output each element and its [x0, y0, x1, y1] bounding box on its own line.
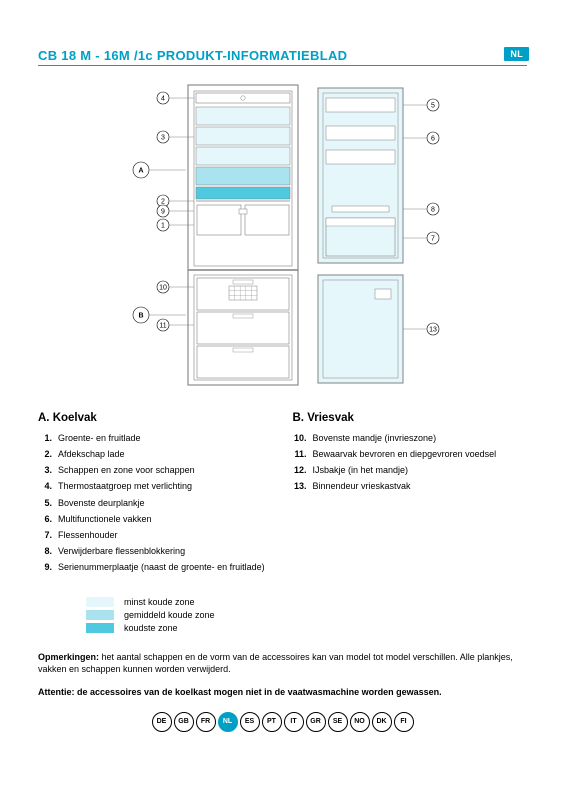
lang-circle-es[interactable]: ES: [240, 712, 260, 732]
svg-text:2: 2: [161, 199, 165, 206]
section-a: A. Koelvak 1.Groente- en fruitlade2.Afde…: [38, 412, 273, 577]
section-a-item-number: 4.: [38, 480, 58, 492]
lang-circle-fi[interactable]: FI: [394, 712, 414, 732]
lang-circle-dk[interactable]: DK: [372, 712, 392, 732]
legend-swatch: [86, 610, 114, 620]
lang-circle-no[interactable]: NO: [350, 712, 370, 732]
section-a-item-text: Flessenhouder: [58, 529, 273, 541]
section-a-item-number: 1.: [38, 432, 58, 444]
lang-circle-de[interactable]: DE: [152, 712, 172, 732]
section-a-item-number: 8.: [38, 545, 58, 557]
remarks-bold-1: Opmerkingen:: [38, 652, 99, 662]
legend-label: koudste zone: [124, 623, 178, 633]
lang-circle-fr[interactable]: FR: [196, 712, 216, 732]
section-a-item-text: Verwijderbare flessenblokkering: [58, 545, 273, 557]
svg-text:B: B: [138, 313, 143, 320]
section-a-item-text: Serienummerplaatje (naast de groente- en…: [58, 561, 273, 573]
legend-row: minst koude zone: [86, 597, 527, 607]
section-a-item: 6.Multifunctionele vakken: [38, 513, 273, 525]
lang-circle-se[interactable]: SE: [328, 712, 348, 732]
attention-block: Attentie: de accessoires van de koelkast…: [38, 686, 527, 698]
legend-swatch: [86, 623, 114, 633]
svg-text:A: A: [138, 168, 143, 175]
section-a-item: 1.Groente- en fruitlade: [38, 432, 273, 444]
section-b-item-text: Bovenste mandje (invrieszone): [313, 432, 528, 444]
lang-circle-gb[interactable]: GB: [174, 712, 194, 732]
svg-text:3: 3: [161, 135, 165, 142]
section-b-item-number: 13.: [293, 480, 313, 492]
section-b-item-number: 10.: [293, 432, 313, 444]
remarks-text-1: het aantal schappen en de vorm van de ac…: [38, 652, 513, 674]
legend-row: gemiddeld koude zone: [86, 610, 527, 620]
lang-circle-nl[interactable]: NL: [218, 712, 238, 732]
remarks-block: Opmerkingen: het aantal schappen en de v…: [38, 651, 527, 675]
section-b-item: 13.Binnendeur vrieskastvak: [293, 480, 528, 492]
section-a-item-number: 2.: [38, 448, 58, 460]
header-title: CB 18 M - 16M /1c PRODUKT-INFORMATIEBLAD: [38, 48, 347, 63]
definition-columns: A. Koelvak 1.Groente- en fruitlade2.Afde…: [38, 412, 527, 577]
section-a-item-text: Multifunctionele vakken: [58, 513, 273, 525]
section-a-item-number: 6.: [38, 513, 58, 525]
section-b: B. Vriesvak 10.Bovenste mandje (invriesz…: [293, 412, 528, 577]
legend-swatch: [86, 597, 114, 607]
section-a-title: A. Koelvak: [38, 412, 273, 424]
section-a-item: 8.Verwijderbare flessenblokkering: [38, 545, 273, 557]
section-a-item-number: 7.: [38, 529, 58, 541]
section-b-item-text: IJsbakje (in het mandje): [313, 464, 528, 476]
diagram-svg: A 4 3 2 9 1 B 10 11 5 6 8 7 13: [93, 80, 473, 390]
section-a-item-text: Bovenste deurplankje: [58, 497, 273, 509]
svg-text:6: 6: [431, 136, 435, 143]
product-diagram: A 4 3 2 9 1 B 10 11 5 6 8 7 13: [38, 80, 527, 400]
section-a-item: 3.Schappen en zone voor schappen: [38, 464, 273, 476]
zone-legend: minst koude zone gemiddeld koude zone koud…: [86, 597, 527, 633]
section-a-item: 5.Bovenste deurplankje: [38, 497, 273, 509]
page-header: CB 18 M - 16M /1c PRODUKT-INFORMATIEBLAD…: [38, 48, 527, 66]
svg-text:9: 9: [161, 209, 165, 216]
section-a-item-text: Schappen en zone voor schappen: [58, 464, 273, 476]
lang-circle-pt[interactable]: PT: [262, 712, 282, 732]
section-a-item-number: 9.: [38, 561, 58, 573]
section-a-item-text: Thermostaatgroep met verlichting: [58, 480, 273, 492]
section-b-item: 12.IJsbakje (in het mandje): [293, 464, 528, 476]
language-selector: DEGBFRNLESPTITGRSENODKFI: [38, 712, 527, 732]
section-a-item: 4.Thermostaatgroep met verlichting: [38, 480, 273, 492]
svg-text:13: 13: [429, 327, 437, 334]
section-b-item: 10.Bovenste mandje (invrieszone): [293, 432, 528, 444]
svg-text:1: 1: [161, 223, 165, 230]
section-b-item-text: Bewaarvak bevroren en diepgevroren voeds…: [313, 448, 528, 460]
lang-circle-gr[interactable]: GR: [306, 712, 326, 732]
section-a-item-text: Afdekschap lade: [58, 448, 273, 460]
section-a-item: 9.Serienummerplaatje (naast de groente- …: [38, 561, 273, 573]
section-a-item: 7.Flessenhouder: [38, 529, 273, 541]
section-a-item-number: 3.: [38, 464, 58, 476]
section-a-item-text: Groente- en fruitlade: [58, 432, 273, 444]
section-b-title: B. Vriesvak: [293, 412, 528, 424]
lang-circle-it[interactable]: IT: [284, 712, 304, 732]
legend-row: koudste zone: [86, 623, 527, 633]
svg-text:4: 4: [161, 96, 165, 103]
section-b-item-number: 12.: [293, 464, 313, 476]
svg-text:5: 5: [431, 103, 435, 110]
section-b-item-text: Binnendeur vrieskastvak: [313, 480, 528, 492]
remarks-line-1: Opmerkingen: het aantal schappen en de v…: [38, 651, 527, 675]
header-lang-badge: NL: [504, 47, 529, 61]
legend-label: gemiddeld koude zone: [124, 610, 215, 620]
section-a-item-number: 5.: [38, 497, 58, 509]
svg-text:8: 8: [431, 207, 435, 214]
svg-text:10: 10: [159, 285, 167, 292]
legend-label: minst koude zone: [124, 597, 195, 607]
section-b-item: 11.Bewaarvak bevroren en diepgevroren vo…: [293, 448, 528, 460]
attention-text: Attentie: de accessoires van de koelkast…: [38, 687, 442, 697]
section-a-item: 2.Afdekschap lade: [38, 448, 273, 460]
svg-text:11: 11: [159, 323, 166, 330]
svg-text:7: 7: [431, 236, 435, 243]
section-b-item-number: 11.: [293, 448, 313, 460]
